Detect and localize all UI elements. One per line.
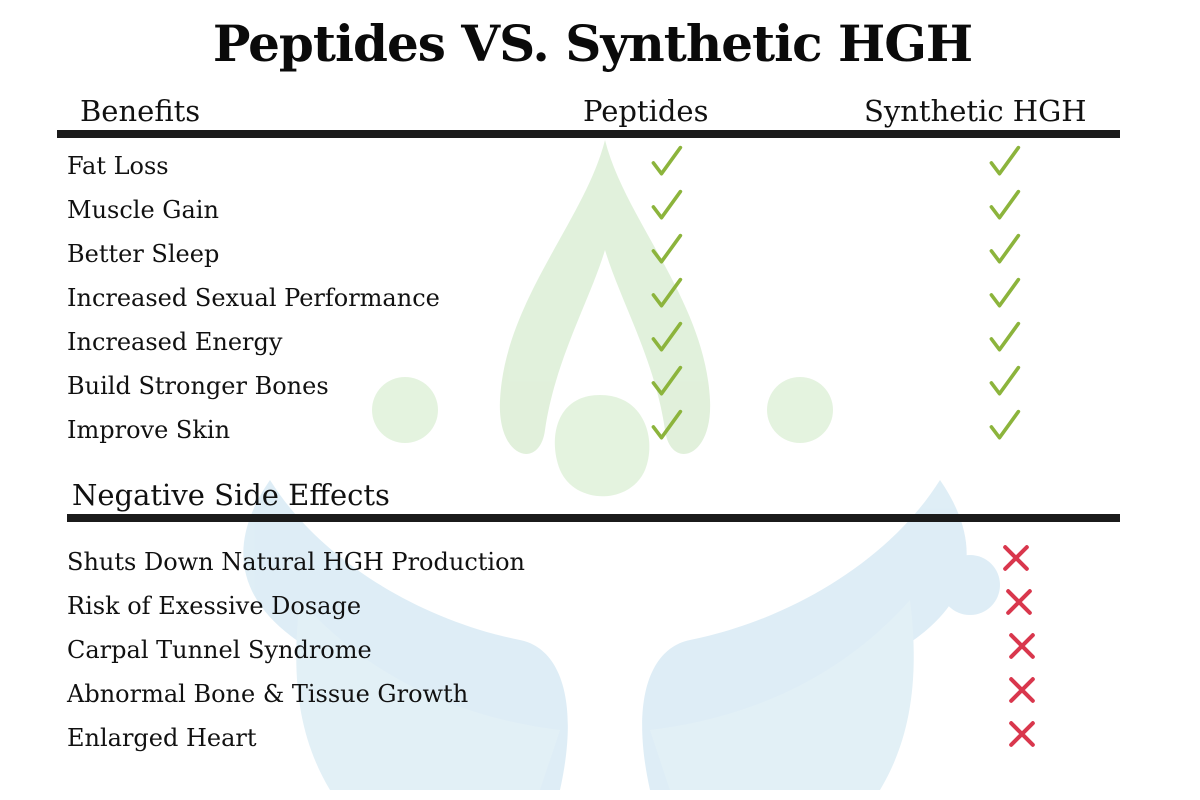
cross-icon [1009,677,1035,703]
check-icon [989,189,1021,220]
synthetic-hgh-column-header: Synthetic HGH [864,94,1087,128]
benefit-label: Improve Skin [67,416,231,444]
check-icon [651,189,683,220]
check-icon [989,277,1021,308]
side-effect-label: Shuts Down Natural HGH Production [67,548,525,576]
check-icon [651,321,683,352]
side-effects-heading: Negative Side Effects [72,478,390,512]
check-icon [651,233,683,264]
peptides-column-header: Peptides [583,94,709,128]
check-icon [651,409,683,440]
page-title: Peptides VS. Synthetic HGH [212,14,973,73]
check-icon [989,409,1021,440]
side-effects-divider [67,514,1120,522]
check-icon [989,321,1021,352]
check-icon [989,365,1021,396]
cross-icon [1009,633,1035,659]
benefit-label: Muscle Gain [67,196,219,224]
cross-icon [1006,589,1032,615]
benefit-label: Fat Loss [67,152,169,180]
check-icon [651,277,683,308]
side-effect-label: Enlarged Heart [67,724,257,752]
side-effect-label: Risk of Exessive Dosage [67,592,362,620]
benefits-column-header: Benefits [80,94,201,128]
cross-icon [1003,545,1029,571]
cross-icon [1009,721,1035,747]
benefit-label: Better Sleep [67,240,220,268]
header-divider [57,130,1120,138]
benefit-label: Increased Energy [67,328,283,356]
check-icon [651,145,683,176]
check-icon [989,145,1021,176]
side-effect-label: Abnormal Bone & Tissue Growth [67,680,469,708]
benefit-label: Increased Sexual Performance [67,284,440,312]
side-effect-label: Carpal Tunnel Syndrome [67,636,372,664]
check-icon [989,233,1021,264]
benefit-label: Build Stronger Bones [67,372,329,400]
check-icon [651,365,683,396]
